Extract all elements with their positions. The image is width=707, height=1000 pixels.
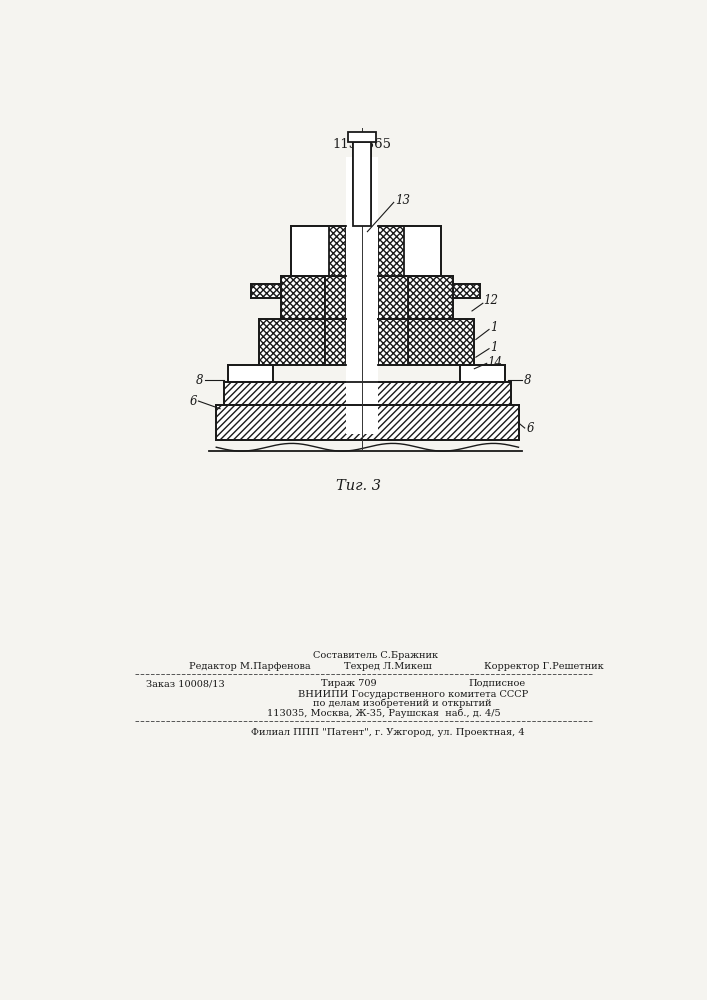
Text: Корректор Г.Решетник: Корректор Г.Решетник	[484, 662, 603, 671]
Text: 6: 6	[189, 395, 197, 408]
Bar	[407, 229, 438, 272]
Text: 8: 8	[524, 374, 532, 387]
Text: 1: 1	[490, 341, 497, 354]
Bar	[325, 276, 346, 319]
Text: 8: 8	[196, 374, 203, 387]
Text: 14: 14	[488, 356, 503, 369]
Bar	[371, 219, 378, 226]
Text: по делам изобретений и открытий: по делам изобретений и открытий	[313, 699, 491, 708]
Bar	[311, 226, 346, 276]
Text: 6: 6	[526, 422, 534, 434]
Bar	[353, 142, 371, 226]
Bar	[346, 157, 378, 434]
Bar	[460, 365, 506, 382]
Bar	[346, 219, 353, 226]
Text: Филиал ППП "Патент", г. Ужгород, ул. Проектная, 4: Филиал ППП "Патент", г. Ужгород, ул. Про…	[251, 728, 525, 737]
Bar	[409, 319, 474, 365]
Bar	[404, 226, 441, 276]
Bar	[251, 284, 281, 298]
Bar	[228, 365, 273, 382]
Text: Редактор М.Парфенова: Редактор М.Парфенова	[189, 662, 311, 671]
Bar	[348, 132, 376, 142]
Bar	[378, 319, 409, 365]
Text: 1: 1	[490, 321, 497, 334]
Bar	[452, 284, 480, 298]
Text: 13: 13	[395, 194, 410, 207]
Text: ВНИИПИ Государственного комитета СССР: ВНИИПИ Государственного комитета СССР	[298, 690, 528, 699]
Text: Подписное: Подписное	[468, 679, 525, 688]
Bar	[378, 276, 409, 319]
Bar	[216, 405, 518, 440]
Bar	[291, 226, 329, 276]
Text: Техред Л.Микеш: Техред Л.Микеш	[344, 662, 432, 671]
Bar	[378, 226, 413, 276]
Bar	[259, 319, 325, 365]
Text: 113035, Москва, Ж-35, Раушская  наб., д. 4/5: 113035, Москва, Ж-35, Раушская наб., д. …	[267, 708, 501, 718]
Text: Заказ 10008/13: Заказ 10008/13	[146, 679, 226, 688]
Text: Тираж 709: Тираж 709	[321, 679, 377, 688]
Text: 1134365: 1134365	[332, 138, 392, 151]
Bar	[281, 276, 325, 319]
Bar	[295, 229, 325, 272]
Text: Составитель С.Бражник: Составитель С.Бражник	[312, 651, 438, 660]
Bar	[325, 319, 346, 365]
Text: Τиг. 3: Τиг. 3	[336, 479, 380, 493]
Text: 12: 12	[484, 294, 498, 307]
Bar	[224, 382, 510, 405]
Bar	[409, 276, 452, 319]
